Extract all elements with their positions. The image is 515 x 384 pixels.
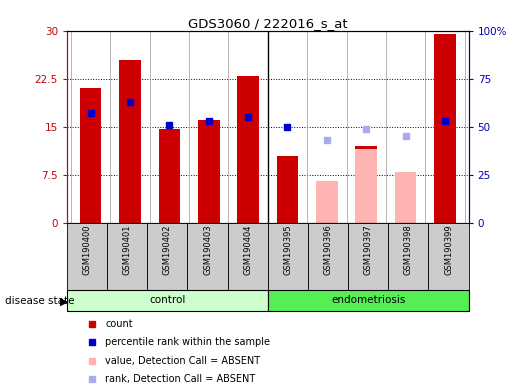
Text: ▶: ▶: [60, 296, 69, 306]
Bar: [308, 223, 348, 290]
Title: GDS3060 / 222016_s_at: GDS3060 / 222016_s_at: [188, 17, 348, 30]
Text: GSM190395: GSM190395: [283, 225, 293, 275]
Bar: [268, 223, 308, 290]
Bar: [187, 223, 228, 290]
Bar: [147, 223, 187, 290]
Bar: [119, 60, 141, 223]
Text: GSM190403: GSM190403: [203, 225, 212, 275]
Bar: [355, 146, 377, 223]
Bar: [268, 290, 469, 311]
Bar: [67, 223, 107, 290]
Text: GSM190397: GSM190397: [364, 225, 373, 275]
Bar: [107, 223, 147, 290]
Bar: [428, 223, 469, 290]
Bar: [228, 223, 268, 290]
Bar: [198, 120, 219, 223]
Text: endometriosis: endometriosis: [331, 295, 405, 306]
Bar: [316, 181, 338, 223]
Text: GSM190400: GSM190400: [82, 225, 92, 275]
Bar: [237, 76, 259, 223]
Text: GSM190402: GSM190402: [163, 225, 172, 275]
Text: GSM190396: GSM190396: [323, 225, 333, 275]
Bar: [388, 223, 428, 290]
Bar: [355, 149, 377, 223]
Text: control: control: [149, 295, 185, 306]
Text: value, Detection Call = ABSENT: value, Detection Call = ABSENT: [105, 356, 260, 366]
Text: rank, Detection Call = ABSENT: rank, Detection Call = ABSENT: [105, 374, 255, 384]
Bar: [80, 88, 101, 223]
Bar: [434, 34, 456, 223]
Bar: [159, 129, 180, 223]
Text: count: count: [105, 319, 133, 329]
Bar: [348, 223, 388, 290]
Text: GSM190399: GSM190399: [444, 225, 453, 275]
Text: disease state: disease state: [5, 296, 75, 306]
Text: GSM190404: GSM190404: [243, 225, 252, 275]
Bar: [277, 156, 298, 223]
Text: percentile rank within the sample: percentile rank within the sample: [105, 338, 270, 348]
Text: GSM190401: GSM190401: [123, 225, 132, 275]
Bar: [395, 172, 417, 223]
Text: GSM190398: GSM190398: [404, 225, 413, 275]
Bar: [67, 290, 268, 311]
